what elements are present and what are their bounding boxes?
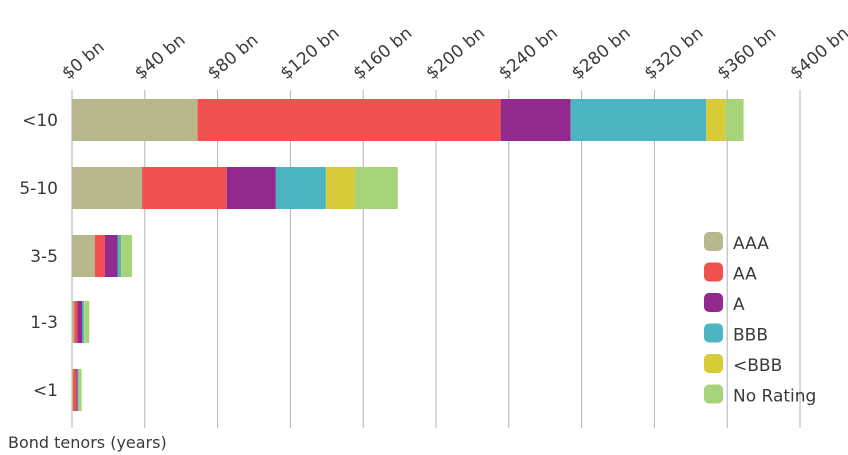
- x-tick-label: $280 bn: [568, 23, 635, 83]
- legend-label: <BBB: [733, 356, 782, 376]
- x-axis-tick-labels: $0 bn $40 bn $80 bn $120 bn $160 bn $200 bn $2…: [58, 23, 848, 83]
- bar-segment: [725, 99, 744, 141]
- bar-segment: [325, 167, 356, 209]
- legend-swatch: [704, 384, 723, 404]
- x-tick-label: $160 bn: [350, 23, 417, 83]
- x-tick-label: $320 bn: [641, 23, 708, 83]
- bar-segment: [142, 167, 227, 209]
- y-axis-category-labels: <10 5-10 3-5 1-3 <1: [19, 111, 58, 401]
- bar-segment: [570, 99, 707, 141]
- bar-segment: [82, 301, 85, 343]
- bar-segment: [72, 235, 95, 277]
- bar-segment: [121, 235, 123, 277]
- bar-segment: [73, 369, 77, 411]
- bar-segment: [197, 99, 501, 141]
- bar-segment: [226, 167, 276, 209]
- legend-swatch: [704, 293, 723, 312]
- y-axis-title: Bond tenors (years): [8, 433, 167, 452]
- x-tick-label: $360 bn: [714, 23, 781, 83]
- bar-segment: [84, 301, 90, 343]
- x-tick-label: $240 bn: [495, 23, 562, 83]
- x-tick-label: $120 bn: [277, 23, 344, 83]
- legend-label: No Rating: [733, 387, 816, 407]
- legend-swatch: [704, 323, 723, 343]
- legend-swatch: [704, 262, 723, 282]
- bar-segment: [78, 369, 82, 411]
- x-tick-label: $80 bn: [204, 30, 262, 84]
- legend-swatch: [704, 354, 723, 373]
- bar-segment: [500, 99, 571, 141]
- bar-segment: [72, 301, 75, 343]
- category-label: <1: [33, 381, 58, 401]
- legend-swatch: [704, 232, 723, 251]
- bar-segment: [72, 369, 74, 411]
- category-label: 5-10: [19, 179, 58, 199]
- x-tick-label: $0 bn: [58, 37, 108, 84]
- bar-segment: [94, 235, 105, 277]
- bar-segment: [104, 235, 118, 277]
- x-tick-label: $400 bn: [786, 23, 848, 83]
- category-label: 3-5: [30, 247, 58, 267]
- bar-segment: [77, 301, 83, 343]
- bar-segment: [76, 369, 78, 411]
- category-label: 1-3: [30, 313, 58, 333]
- legend-label: AAA: [733, 234, 769, 254]
- legend-label: A: [733, 295, 745, 315]
- bar-segment: [74, 301, 78, 343]
- bar-segment: [72, 167, 143, 209]
- bar-segment: [117, 235, 122, 277]
- category-label: <10: [22, 111, 58, 131]
- bar-segment: [72, 99, 198, 141]
- bar-segment: [84, 301, 85, 343]
- bar-segment: [355, 167, 398, 209]
- gridlines: [71, 90, 801, 428]
- legend-label: AA: [733, 265, 757, 285]
- x-tick-label: $40 bn: [131, 30, 189, 84]
- bars: [72, 99, 744, 411]
- x-tick-label: $200 bn: [422, 23, 489, 83]
- legend-label: BBB: [733, 326, 768, 346]
- bar-segment: [275, 167, 326, 209]
- bar-segment: [77, 369, 79, 411]
- bar-segment: [122, 235, 133, 277]
- bar-segment: [706, 99, 726, 141]
